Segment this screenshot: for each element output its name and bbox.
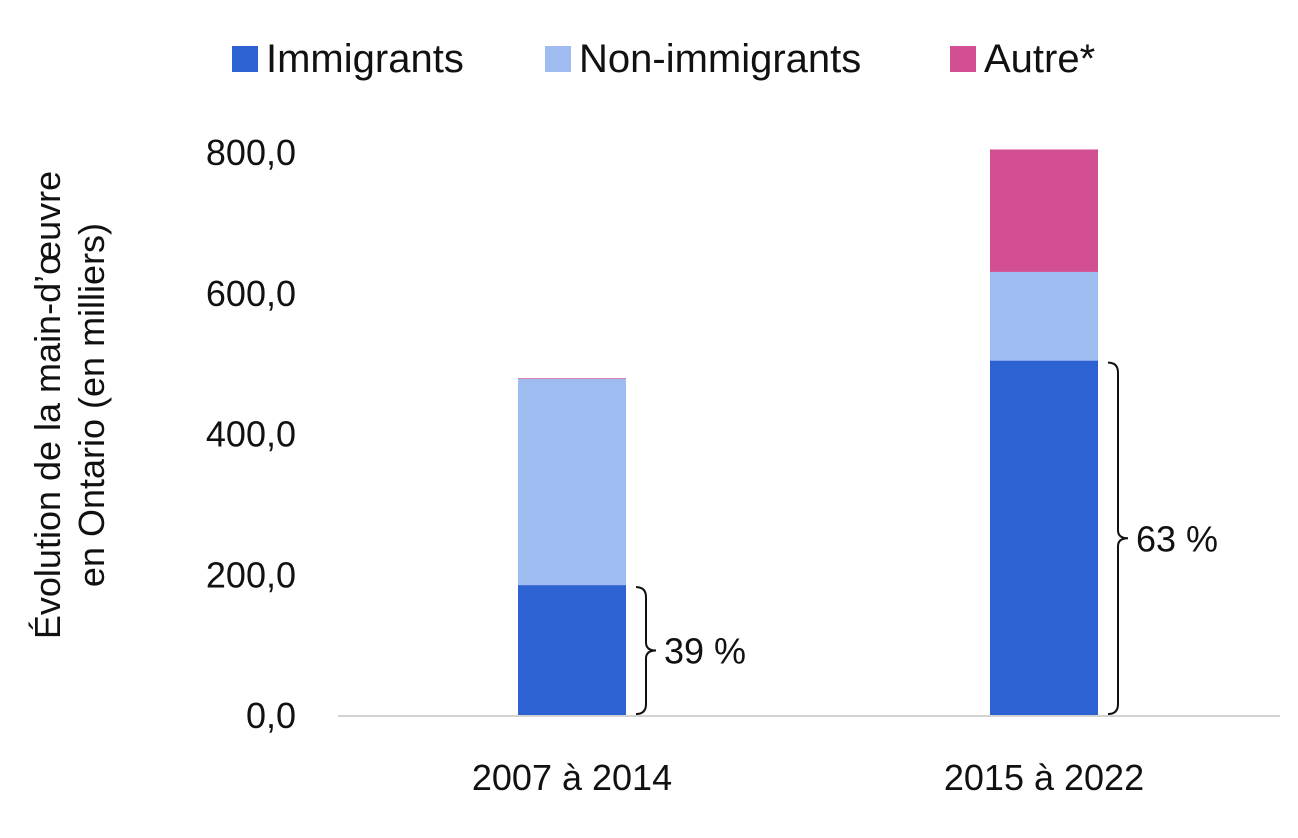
x-tick-label: 2015 à 2022 bbox=[944, 757, 1144, 798]
bar-segment-autre bbox=[990, 149, 1098, 272]
legend-swatch-immigrants bbox=[232, 46, 258, 72]
legend-label-non-immigrants: Non-immigrants bbox=[579, 37, 862, 81]
y-tick-label: 400,0 bbox=[206, 414, 296, 455]
legend-swatch-non-immigrants bbox=[545, 46, 571, 72]
y-tick-label: 200,0 bbox=[206, 554, 296, 595]
annotation-label: 63 % bbox=[1136, 518, 1218, 559]
y-tick-label: 600,0 bbox=[206, 273, 296, 314]
x-tick-label: 2007 à 2014 bbox=[472, 757, 672, 798]
legend-swatch-autre bbox=[950, 46, 976, 72]
y-tick-label: 0,0 bbox=[246, 695, 296, 736]
legend: Immigrants Non-immigrants Autre* bbox=[0, 34, 1298, 84]
bar-segment-immigrants bbox=[990, 360, 1098, 716]
bar-segment-immigrants bbox=[518, 585, 626, 716]
legend-item-immigrants: Immigrants bbox=[232, 34, 464, 84]
bar-segment-non-immigrants bbox=[990, 271, 1098, 361]
bar-segment-autre bbox=[518, 378, 626, 379]
bar-segment-non-immigrants bbox=[518, 378, 626, 586]
y-tick-label: 800,0 bbox=[206, 132, 296, 173]
legend-item-non-immigrants: Non-immigrants bbox=[545, 34, 861, 84]
legend-item-autre: Autre* bbox=[950, 34, 1095, 84]
annotation-brace bbox=[1107, 361, 1129, 715]
legend-label-autre: Autre* bbox=[984, 37, 1096, 81]
legend-label-immigrants: Immigrants bbox=[266, 37, 464, 81]
annotation-label: 39 % bbox=[664, 631, 746, 672]
annotation-brace bbox=[635, 586, 657, 715]
